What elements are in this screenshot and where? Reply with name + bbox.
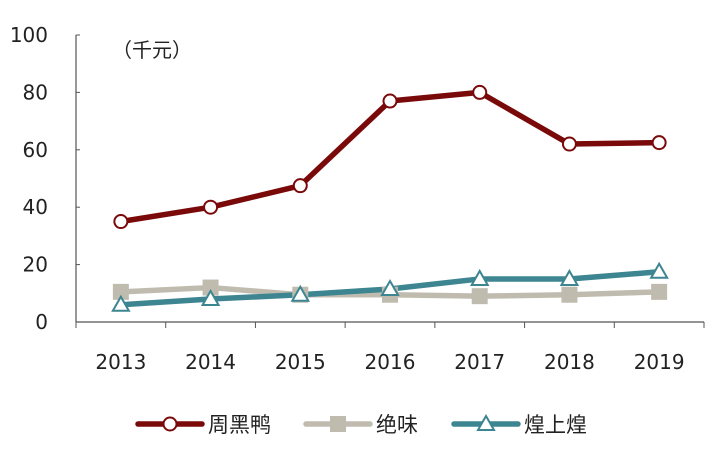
x-tick-label: 2018 [544,350,595,374]
legend-label: 煌上煌 [524,413,587,437]
data-point-square [112,283,129,300]
data-point-circle [203,199,219,215]
data-point-triangle [380,278,400,296]
x-tick-label: 2017 [454,350,505,374]
unit-label: （千元） [112,38,192,62]
series-line-1 [118,89,662,225]
y-tick-label: 20 [23,253,48,277]
data-point-square [471,288,488,305]
legend-marker [330,416,346,432]
y-tick-label: 60 [23,138,48,162]
y-tick-label: 40 [23,195,48,219]
x-tick-label: 2013 [95,350,146,374]
y-tick-label: 0 [35,310,48,334]
legend-item: 煌上煌 [451,413,587,437]
x-tick-label: 2015 [275,350,326,374]
data-point-circle [472,84,488,100]
data-point-square [651,283,668,300]
data-point-circle [651,135,667,151]
data-point-circle [561,136,577,152]
legend-label: 周黑鸭 [208,413,271,437]
data-point-triangle [559,268,580,286]
legend-item: 绝味 [303,413,418,437]
y-tick-label: 100 [10,23,48,47]
x-tick-label: 2019 [634,350,685,374]
legend-marker [476,413,496,431]
legend-label: 绝味 [376,413,418,437]
data-point-circle [292,178,308,194]
data-point-circle [382,93,398,109]
data-point-triangle [111,294,131,312]
x-tick-label: 2014 [185,350,236,374]
data-point-triangle [649,261,669,279]
data-point-triangle [200,289,221,307]
data-point-square [561,286,578,303]
legend-item: 周黑鸭 [135,413,271,437]
series-markers [111,84,669,312]
series-lines [118,89,662,308]
x-tick-label: 2016 [365,350,416,374]
data-point-square [202,279,219,296]
data-point-triangle [469,268,490,286]
legend-marker [162,416,178,432]
data-point-circle [113,214,129,230]
y-tick-label: 80 [23,80,48,104]
data-point-triangle [290,284,311,302]
